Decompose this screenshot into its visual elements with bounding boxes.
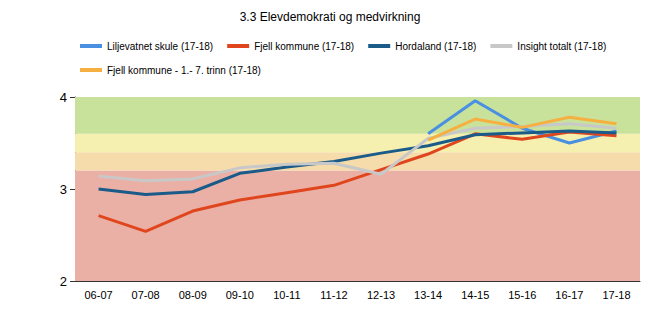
svg-text:10-11: 10-11	[273, 289, 300, 301]
svg-text:14-15: 14-15	[461, 289, 489, 301]
svg-text:Fjell kommune (17-18): Fjell kommune (17-18)	[254, 41, 354, 52]
svg-text:3.3 Elevdemokrati og medvirkni: 3.3 Elevdemokrati og medvirkning	[240, 10, 421, 24]
svg-text:07-08: 07-08	[132, 289, 160, 301]
svg-text:Fjell kommune - 1.- 7. trinn (: Fjell kommune - 1.- 7. trinn (17-18)	[107, 65, 261, 76]
svg-text:16-17: 16-17	[555, 289, 583, 301]
svg-text:13-14: 13-14	[414, 289, 442, 301]
svg-text:09-10: 09-10	[226, 289, 254, 301]
svg-text:06-07: 06-07	[84, 289, 112, 301]
svg-text:Insight totalt (17-18): Insight totalt (17-18)	[517, 41, 606, 52]
svg-text:Hordaland (17-18): Hordaland (17-18)	[395, 41, 476, 52]
svg-text:15-16: 15-16	[508, 289, 536, 301]
svg-text:17-18: 17-18	[602, 289, 630, 301]
svg-text:12-13: 12-13	[367, 289, 395, 301]
svg-text:2: 2	[60, 274, 67, 289]
svg-text:08-09: 08-09	[179, 289, 207, 301]
svg-text:Liljevatnet skule (17-18): Liljevatnet skule (17-18)	[107, 41, 213, 52]
svg-text:3: 3	[60, 182, 67, 197]
svg-text:11-12: 11-12	[320, 289, 347, 301]
svg-text:4: 4	[60, 90, 67, 105]
